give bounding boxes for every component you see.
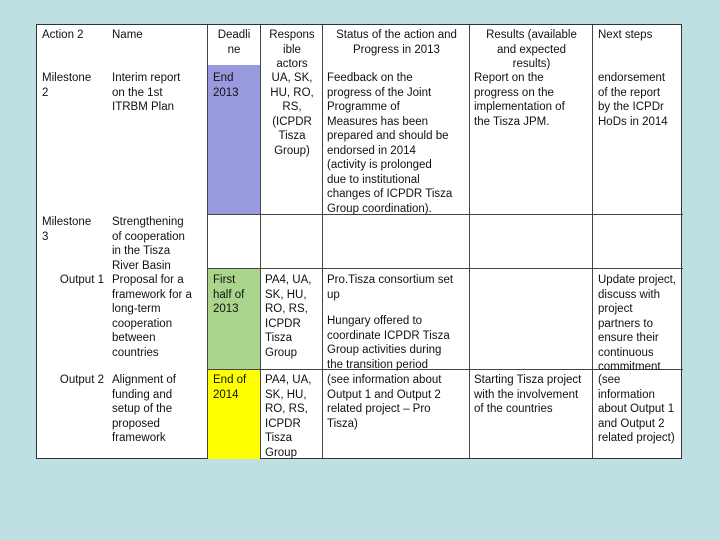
- row-actors-milestone2: UA, SK, HU, RO, RS, (ICPDR Tisza Group): [270, 72, 314, 157]
- row-actors-output1: PA4, UA, SK, HU, RO, RS, ICPDR Tisza Gro…: [265, 274, 312, 359]
- row-next-output2: (see information about Output 1 and Outp…: [598, 374, 675, 444]
- col-divider: [260, 25, 261, 458]
- row-name-milestone2: Interim report on the 1st ITRBM Plan: [112, 72, 181, 113]
- row-action-output1: Output 1: [59, 274, 104, 286]
- progress-table: Action 2 Name Deadli ne Respons ible act…: [36, 24, 683, 459]
- deadline-cell-bg-output1: [208, 268, 260, 369]
- header-actors: Respons ible actors: [269, 29, 315, 70]
- row-name-output2: Alignment of funding and setup of the pr…: [112, 374, 176, 444]
- row-next-milestone2: endorsement of the report by the ICPDr H…: [598, 72, 668, 128]
- row-deadline-milestone2: End 2013: [213, 72, 239, 99]
- row-results-output2: Starting Tisza project with the involvem…: [474, 374, 582, 415]
- col-divider: [469, 25, 470, 458]
- header-action: Action 2: [42, 29, 84, 41]
- row-deadline-output2: End of 2014: [213, 374, 247, 401]
- row-divider: [207, 369, 683, 370]
- row-status-output1-a: Pro.Tisza consortium set up: [327, 274, 454, 301]
- row-action-milestone2: Milestone 2: [42, 72, 92, 99]
- deadline-cell-bg-output2: [208, 369, 260, 459]
- row-next-output1: Update project, discuss with project par…: [598, 274, 676, 373]
- col-divider: [592, 25, 593, 458]
- row-name-milestone3: Strengthening of cooperation in the Tisz…: [112, 216, 185, 272]
- header-deadline: Deadli ne: [217, 29, 251, 56]
- row-deadline-output1: First half of 2013: [213, 274, 245, 315]
- row-status-output1-b: Hungary offered to coordinate ICPDR Tisz…: [327, 315, 450, 371]
- deadline-cell-bg-milestone2: [208, 65, 260, 214]
- row-divider: [207, 268, 683, 269]
- row-actors-output2: PA4, UA, SK, HU, RO, RS, ICPDR Tisza Gro…: [265, 374, 312, 459]
- row-status-milestone2: Feedback on the progress of the Joint Pr…: [327, 72, 453, 215]
- row-status-output2: (see information about Output 1 and Outp…: [327, 374, 442, 430]
- header-next: Next steps: [598, 29, 653, 41]
- header-name: Name: [112, 29, 143, 41]
- row-name-output1: Proposal for a framework for a long-term…: [112, 274, 192, 359]
- row-action-milestone3: Milestone 3: [42, 216, 92, 243]
- header-status: Status of the action and Progress in 201…: [336, 29, 457, 56]
- row-action-output2: Output 2: [59, 374, 104, 386]
- col-divider: [322, 25, 323, 458]
- col-divider: [207, 25, 208, 458]
- row-results-milestone2: Report on the progress on the implementa…: [474, 72, 565, 128]
- row-divider: [207, 214, 683, 215]
- header-results: Results (available and expected results): [486, 29, 577, 70]
